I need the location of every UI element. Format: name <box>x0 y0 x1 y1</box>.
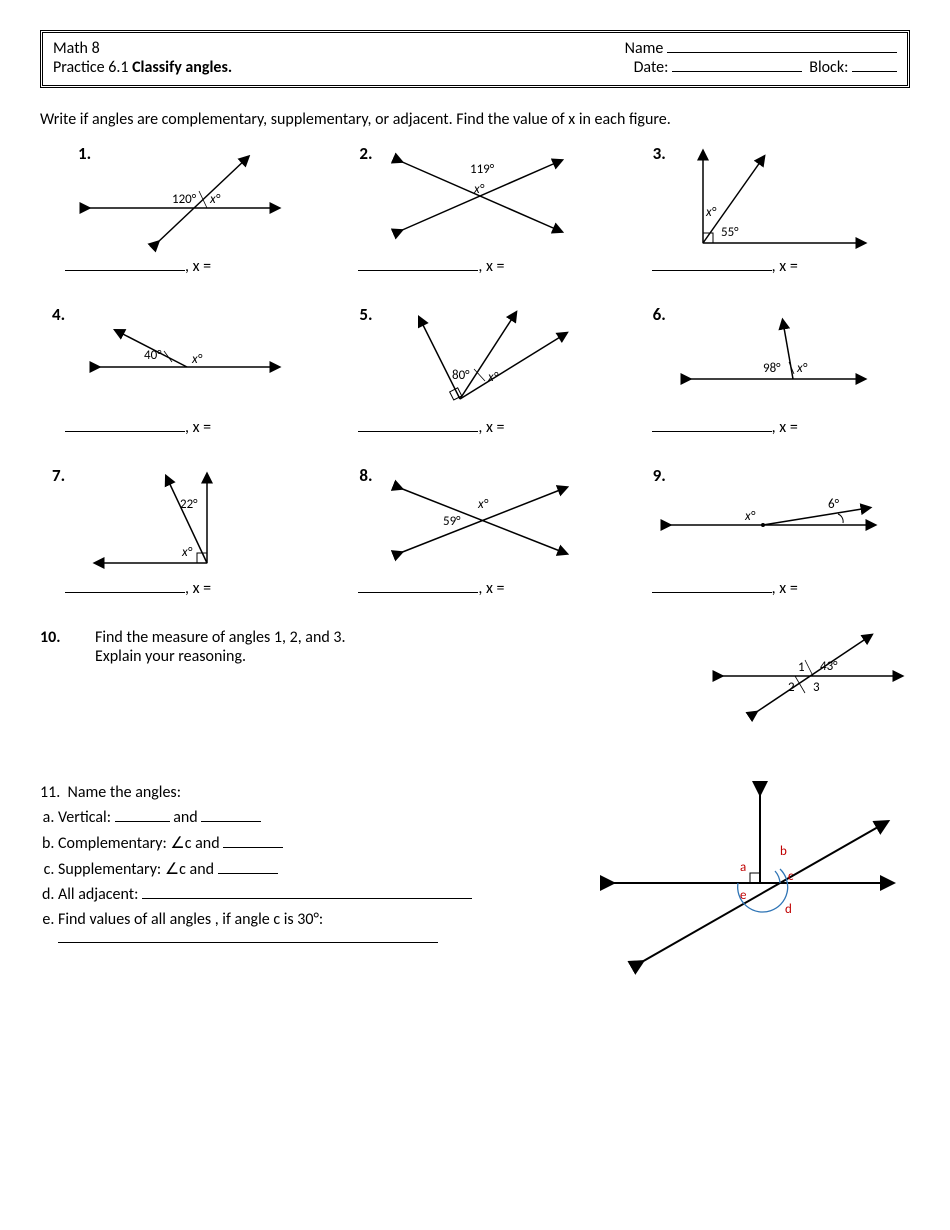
problem-number: 10. <box>40 628 95 647</box>
block-blank[interactable] <box>852 58 897 72</box>
svg-text:55°: 55° <box>721 225 739 240</box>
date-blank[interactable] <box>672 58 802 72</box>
q11-b: Complementary: ∠c and <box>58 833 590 853</box>
q11-a: Vertical: and <box>58 808 590 827</box>
problem-6: 6. 98° x° , x = <box>627 304 910 437</box>
name-blank[interactable] <box>667 39 897 53</box>
svg-text:3: 3 <box>813 680 820 695</box>
problem-9: 9. x° 6° , x = <box>627 465 910 598</box>
problems-grid: 1. 120° x° , x = 2. 119° x° , x = <box>40 143 910 598</box>
problem-10: 10. Find the measure of angles 1, 2, and… <box>40 628 910 723</box>
problem-number: 8. <box>359 465 372 486</box>
svg-text:a: a <box>740 860 746 875</box>
svg-text:x°: x° <box>796 361 808 376</box>
answer-line: , x = <box>40 579 323 598</box>
svg-text:40°: 40° <box>144 348 162 363</box>
problem-number: 2. <box>359 143 372 164</box>
practice-label: Practice 6.1 Classify angles. <box>53 58 232 77</box>
answer-line: , x = <box>627 418 910 437</box>
problem-number: 4. <box>52 304 65 325</box>
diagram-2: 119° x° <box>333 143 616 253</box>
svg-text:x°: x° <box>705 205 717 220</box>
problem-1: 1. 120° x° , x = <box>40 143 323 276</box>
problem-8: 8. 59° x° , x = <box>333 465 616 598</box>
diagram-8: 59° x° <box>333 465 616 575</box>
answer-line: , x = <box>627 257 910 276</box>
problem-3: 3. x° 55° , x = <box>627 143 910 276</box>
svg-text:x°: x° <box>487 370 499 385</box>
diagram-9: x° 6° <box>627 465 910 575</box>
course-label: Math 8 <box>53 39 100 58</box>
answer-line: , x = <box>333 418 616 437</box>
svg-text:d: d <box>785 902 792 917</box>
q11-d: All adjacent: <box>58 885 590 904</box>
name-field: Name <box>625 39 897 58</box>
q10-text: Find the measure of angles 1, 2, and 3. … <box>95 628 710 666</box>
answer-line: , x = <box>40 257 323 276</box>
q11-number: 11. Name the angles: <box>40 783 181 802</box>
svg-text:b: b <box>780 844 787 859</box>
answer-line: , x = <box>40 418 323 437</box>
problem-11: 11. Name the angles: Vertical: and Compl… <box>40 783 910 978</box>
diagram-3: x° 55° <box>627 143 910 253</box>
svg-text:x°: x° <box>473 182 485 197</box>
problem-5: 5. 80° x° , x = <box>333 304 616 437</box>
diagram-11: a b c d e <box>590 783 910 978</box>
svg-text:80°: 80° <box>452 368 470 383</box>
svg-text:x°: x° <box>181 545 193 560</box>
answer-line: , x = <box>627 579 910 598</box>
diagram-10: 1 2 3 43° <box>710 628 910 723</box>
svg-text:x°: x° <box>191 352 203 367</box>
svg-text:120°: 120° <box>172 192 197 207</box>
svg-text:43°: 43° <box>820 659 838 674</box>
diagram-5: 80° x° <box>333 304 616 414</box>
instructions-text: Write if angles are complementary, suppl… <box>40 110 910 129</box>
problem-number: 9. <box>653 465 666 486</box>
problem-number: 7. <box>52 465 65 486</box>
diagram-7: 22° x° <box>40 465 323 575</box>
answer-line: , x = <box>333 579 616 598</box>
q11-e: Find values of all angles , if angle c i… <box>58 910 590 948</box>
problem-number: 1. <box>78 143 91 164</box>
svg-text:1: 1 <box>798 660 805 675</box>
svg-text:6°: 6° <box>828 497 840 512</box>
problem-number: 3. <box>653 143 666 164</box>
svg-text:119°: 119° <box>470 162 495 177</box>
diagram-4: 40° x° <box>40 304 323 414</box>
q11-c: Supplementary: ∠c and <box>58 859 590 879</box>
header-box: Math 8 Name Practice 6.1 Classify angles… <box>40 30 910 88</box>
svg-text:x°: x° <box>477 497 489 512</box>
date-block-field: Date: Block: <box>634 58 897 77</box>
problem-number: 6. <box>653 304 666 325</box>
svg-text:x°: x° <box>209 192 221 207</box>
problem-2: 2. 119° x° , x = <box>333 143 616 276</box>
svg-text:e: e <box>740 888 746 903</box>
svg-text:59°: 59° <box>443 514 461 529</box>
svg-text:x°: x° <box>744 509 756 524</box>
problem-7: 7. 22° x° , x = <box>40 465 323 598</box>
diagram-6: 98° x° <box>627 304 910 414</box>
svg-text:22°: 22° <box>180 497 198 512</box>
svg-text:98°: 98° <box>763 361 781 376</box>
answer-line: , x = <box>333 257 616 276</box>
problem-number: 5. <box>359 304 372 325</box>
problem-4: 4. 40° x° , x = <box>40 304 323 437</box>
svg-text:2: 2 <box>788 680 795 695</box>
svg-text:c: c <box>788 869 794 884</box>
